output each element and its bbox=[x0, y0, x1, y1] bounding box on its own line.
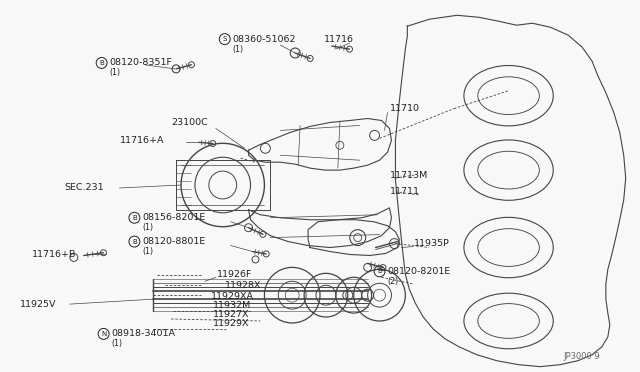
Text: (1): (1) bbox=[142, 247, 154, 256]
Text: 11710: 11710 bbox=[390, 104, 419, 113]
Text: 08918-3401A: 08918-3401A bbox=[111, 329, 175, 339]
Text: 11929XA: 11929XA bbox=[211, 292, 254, 301]
Text: N: N bbox=[101, 331, 106, 337]
Text: SEC.231: SEC.231 bbox=[64, 183, 104, 192]
Text: 08156-8201E: 08156-8201E bbox=[142, 213, 205, 222]
Text: 08120-8801E: 08120-8801E bbox=[142, 237, 205, 246]
Text: 11926F: 11926F bbox=[217, 270, 252, 279]
Text: 11935P: 11935P bbox=[414, 239, 450, 248]
Text: 11925V: 11925V bbox=[20, 299, 57, 309]
Text: 11927X: 11927X bbox=[213, 310, 250, 318]
Text: 08360-51062: 08360-51062 bbox=[233, 35, 296, 44]
Text: 11716+A: 11716+A bbox=[120, 136, 164, 145]
Text: JP3000·9: JP3000·9 bbox=[563, 352, 600, 361]
Text: B: B bbox=[377, 268, 382, 275]
Text: B: B bbox=[132, 238, 137, 244]
Text: 23100C: 23100C bbox=[171, 118, 208, 127]
Text: (1): (1) bbox=[233, 45, 244, 54]
Text: 11716: 11716 bbox=[324, 35, 354, 44]
Text: B: B bbox=[132, 215, 137, 221]
Text: S: S bbox=[223, 36, 227, 42]
Text: 08120-8201E: 08120-8201E bbox=[387, 267, 451, 276]
Text: 11932M: 11932M bbox=[213, 301, 251, 310]
Text: (1): (1) bbox=[142, 223, 154, 232]
Text: 11929X: 11929X bbox=[213, 320, 250, 328]
Text: (2): (2) bbox=[387, 277, 399, 286]
Text: 11711: 11711 bbox=[390, 187, 419, 196]
Text: B: B bbox=[99, 60, 104, 66]
Text: 11928X: 11928X bbox=[225, 281, 261, 290]
Text: (1): (1) bbox=[109, 68, 121, 77]
Text: 08120-8351F: 08120-8351F bbox=[109, 58, 172, 67]
Text: (1): (1) bbox=[111, 339, 123, 348]
Text: 11713M: 11713M bbox=[390, 171, 428, 180]
Text: 11716+B: 11716+B bbox=[32, 250, 77, 259]
